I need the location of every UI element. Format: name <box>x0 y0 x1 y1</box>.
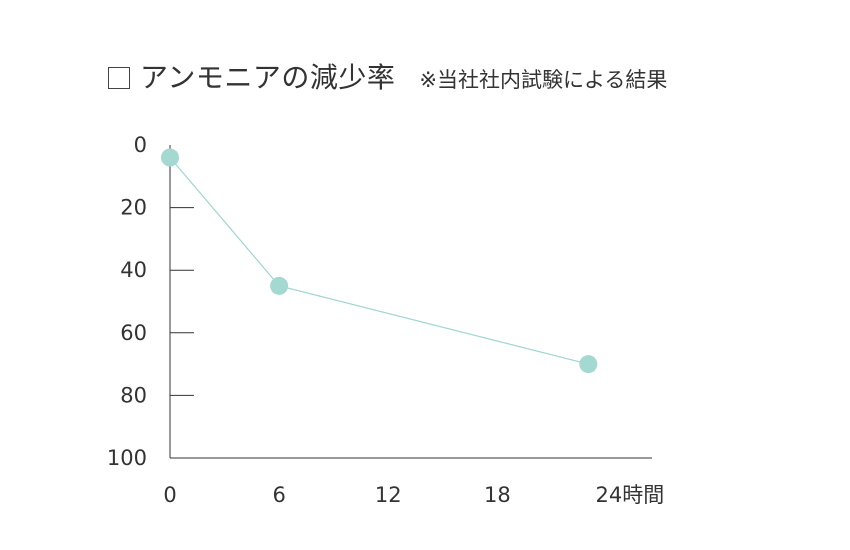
x-tick-label: 24時間 <box>596 483 665 507</box>
y-tick-label: 100 <box>107 446 147 470</box>
data-point <box>161 148 179 167</box>
x-tick-label: 18 <box>484 483 511 507</box>
y-tick-label: 80 <box>120 383 147 407</box>
data-series <box>161 148 598 374</box>
x-tick-label: 12 <box>375 483 402 507</box>
data-point <box>579 355 598 374</box>
x-axis-ticks: 0 6 12 18 24時間 <box>163 483 664 507</box>
y-axis-ticks: 0 20 40 60 80 100 <box>107 133 194 470</box>
data-point <box>270 276 289 295</box>
y-tick-label: 20 <box>120 196 147 220</box>
x-tick-label: 6 <box>272 483 285 507</box>
chart-title: アンモニアの減少率 <box>140 61 396 94</box>
chart-axes <box>169 145 652 459</box>
y-tick-label: 60 <box>120 321 147 345</box>
series-line <box>169 157 589 365</box>
title-square-icon <box>108 67 130 89</box>
chart-subtitle: ※当社社内試験による結果 <box>419 68 668 92</box>
x-tick-label: 0 <box>163 483 176 507</box>
y-tick-label: 0 <box>134 133 147 157</box>
y-tick-label: 40 <box>120 258 147 282</box>
chart-title-row: アンモニアの減少率 ※当社社内試験による結果 <box>108 56 667 96</box>
